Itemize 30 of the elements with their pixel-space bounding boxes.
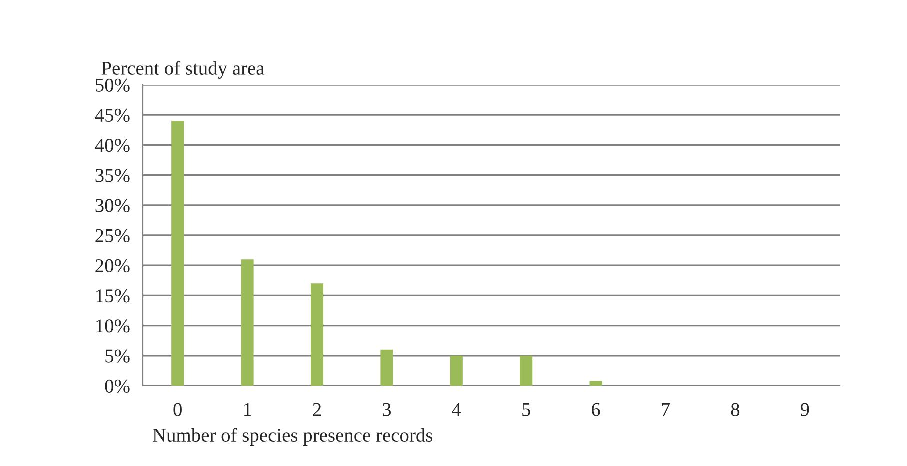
bar <box>450 356 463 386</box>
x-tick-label: 4 <box>452 403 462 416</box>
y-axis-title: Percent of study area <box>102 61 264 79</box>
x-tick-label: 8 <box>731 403 740 416</box>
bar <box>310 284 324 386</box>
x-tick-label: 1 <box>244 403 252 416</box>
y-tick-label: 50% <box>96 78 130 92</box>
bar <box>172 121 184 386</box>
x-tick-label: 7 <box>662 403 670 416</box>
bar <box>380 350 394 386</box>
x-axis-title: Number of species presence records <box>153 428 433 446</box>
y-tick-label: 45% <box>95 108 130 122</box>
x-tick-label: 5 <box>522 403 530 416</box>
x-tick-label: 9 <box>800 403 810 416</box>
y-tick-label: 15% <box>96 290 130 303</box>
x-tick-label: 0 <box>174 403 182 416</box>
y-tick-label: 0% <box>105 380 130 393</box>
y-tick-label: 40% <box>95 139 130 152</box>
bar <box>520 356 533 386</box>
x-tick-label: 6 <box>592 403 600 416</box>
bar <box>241 260 254 386</box>
y-tick-label: 25% <box>96 229 130 242</box>
x-tick-label: 2 <box>313 403 322 416</box>
y-tick-label: 20% <box>96 259 130 273</box>
y-tick-label: 30% <box>96 199 130 212</box>
y-tick-label: 10% <box>96 320 130 333</box>
y-tick-label: 35% <box>96 169 130 182</box>
x-tick-label: 3 <box>383 403 392 416</box>
y-tick-label: 5% <box>106 350 130 363</box>
bar <box>590 381 602 386</box>
